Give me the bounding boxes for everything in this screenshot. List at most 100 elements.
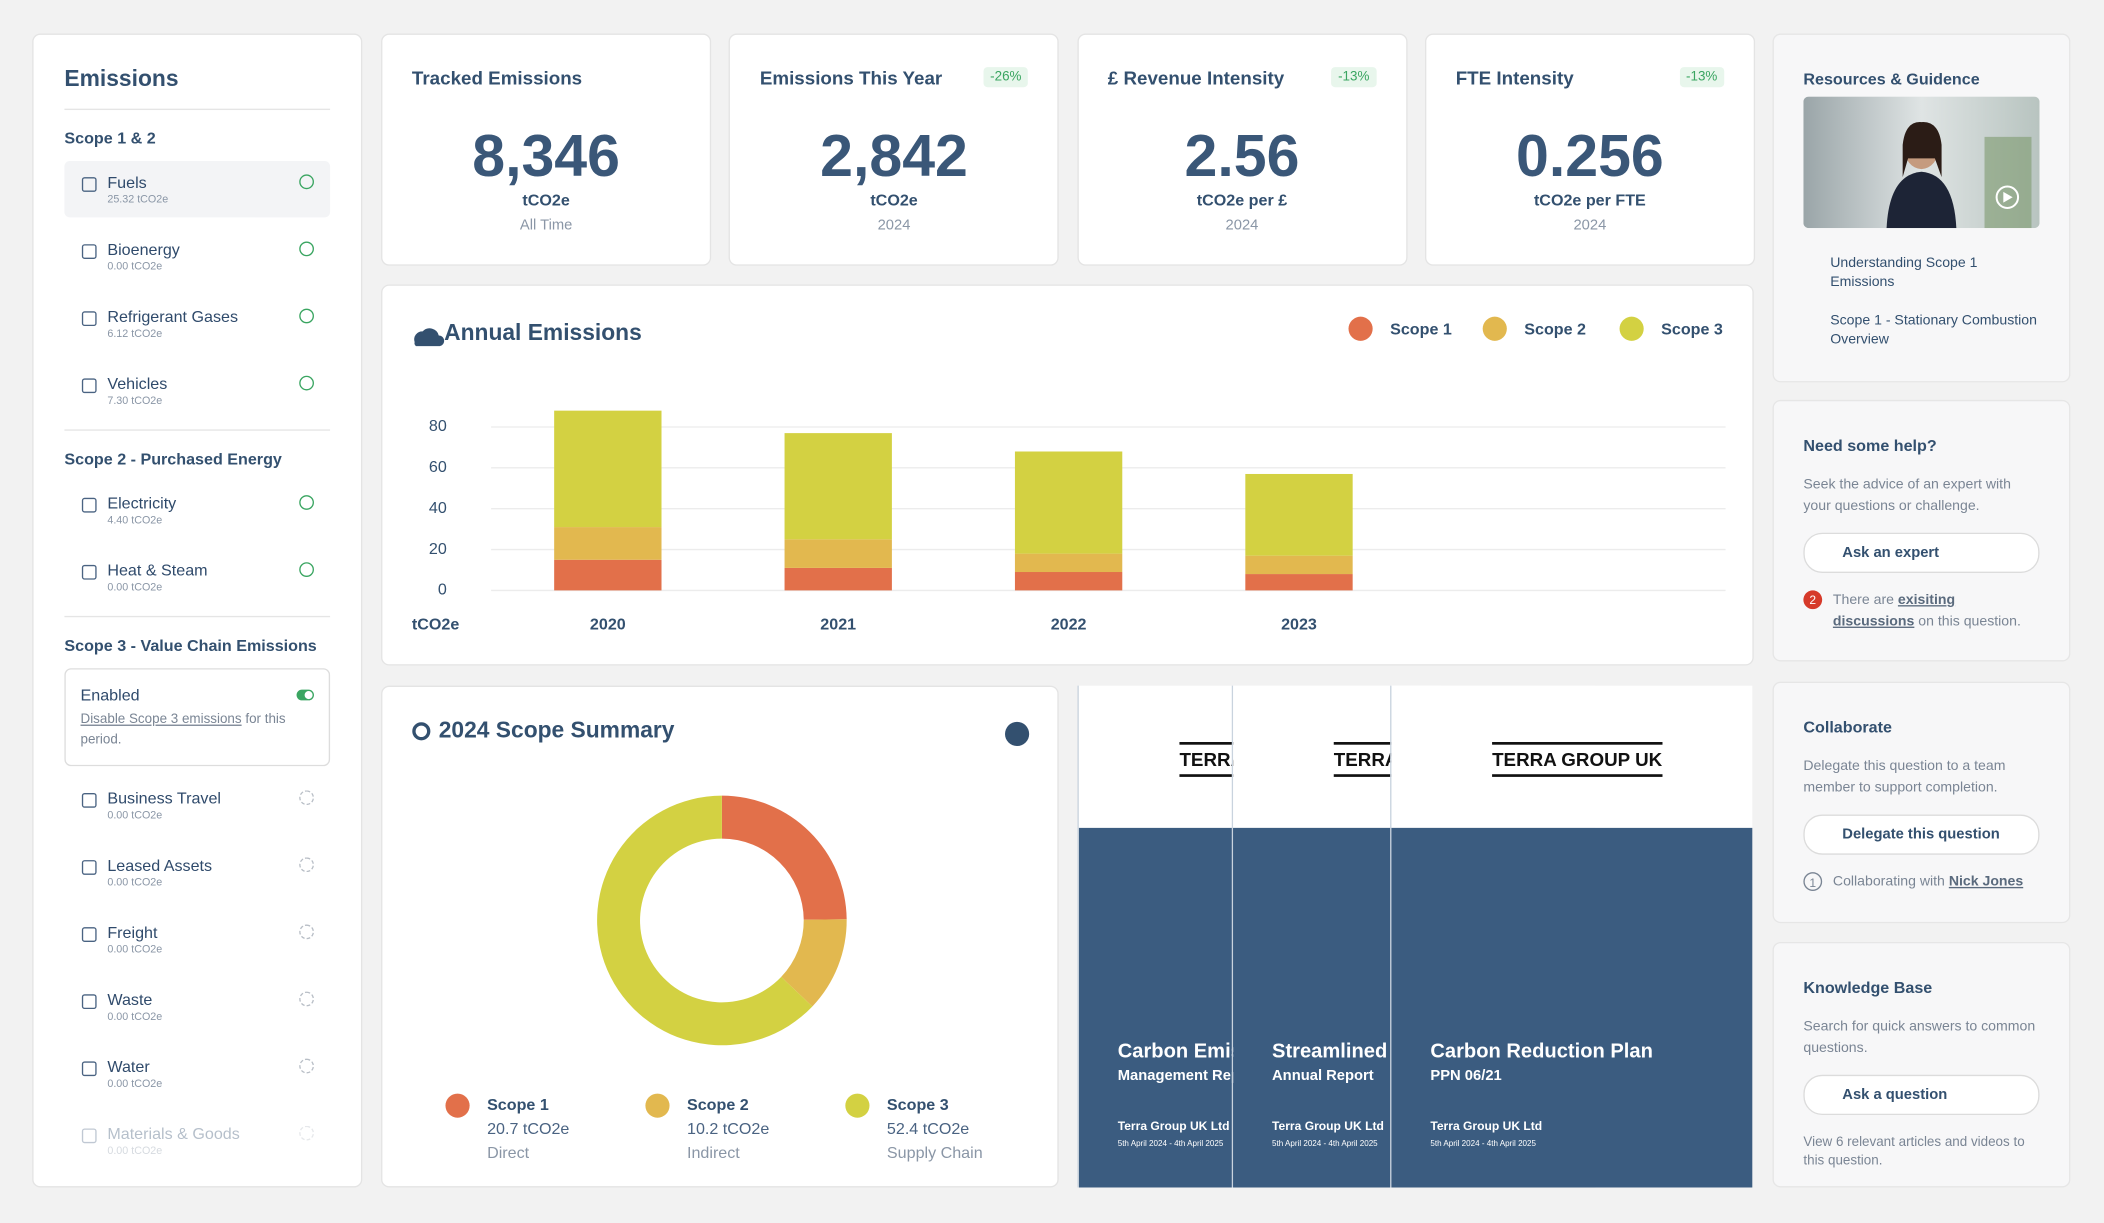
- knowledge-note: View 6 relevant articles and videos to t…: [1803, 1135, 2025, 1169]
- collaborate-panel: Collaborate Delegate this question to a …: [1772, 681, 2071, 924]
- item-name: Refrigerant Gases: [107, 307, 239, 327]
- legend-value: 52.4 tCO2e: [887, 1120, 969, 1138]
- nav-item[interactable]: Waste 0.00 tCO2e: [64, 978, 330, 1034]
- bar-segment: [1245, 555, 1353, 575]
- nav-item[interactable]: Business Travel 0.00 tCO2e: [64, 777, 330, 833]
- bar-segment: [554, 527, 662, 560]
- nav-item[interactable]: Leased Assets 0.00 tCO2e: [64, 844, 330, 900]
- item-icon: [81, 860, 97, 875]
- item-value: 25.32 tCO2e: [107, 193, 169, 206]
- chart-title: 2024 Scope Summary: [439, 716, 675, 742]
- cover-subtitle: Annual Report: [1272, 1068, 1374, 1085]
- nav-item[interactable]: Bioenergy 0.00 tCO2e: [64, 228, 330, 284]
- toggle-switch[interactable]: [296, 689, 314, 701]
- discussions-link[interactable]: exisiting discussions: [1832, 591, 1956, 630]
- item-name: Materials & Goods: [107, 1124, 240, 1144]
- nav-item[interactable]: Freight 0.00 tCO2e: [64, 911, 330, 967]
- item-name: Waste: [107, 990, 153, 1010]
- status-icon: [299, 375, 314, 391]
- item-name: Business Travel: [107, 788, 221, 808]
- bar-segment: [1245, 574, 1353, 591]
- collaborator-link[interactable]: Nick Jones: [1948, 873, 2024, 890]
- nav-item[interactable]: Electricity 4.40 tCO2e: [64, 482, 330, 538]
- donut-chart: 2024 Scope Summary Scope 1 20.7 tCO2e Direc…: [412, 716, 1030, 1162]
- nav-item[interactable]: Water 0.00 tCO2e: [64, 1045, 330, 1101]
- sidebar-title: Emissions: [64, 35, 331, 111]
- cover-dates: 5th April 2024 - 4th April 2025: [1272, 1140, 1378, 1149]
- x-tick-label: 2021: [820, 616, 856, 634]
- cover-brand: TERRA GROUP UK: [1492, 742, 1663, 777]
- note-text: There are: [1832, 591, 1898, 608]
- ask-question-button[interactable]: Ask a question: [1803, 1074, 2040, 1116]
- legend-label: Scope 3: [1661, 320, 1723, 338]
- bar-segment: [784, 433, 892, 540]
- item-value: 0.00 tCO2e: [107, 876, 163, 889]
- chart-title: Annual Emissions: [444, 319, 642, 345]
- video-thumbnail[interactable]: [1803, 96, 2040, 229]
- bar-segment: [784, 567, 892, 591]
- nav-item[interactable]: Fuels 25.32 tCO2e: [64, 161, 331, 218]
- status-icon: [299, 857, 314, 873]
- cover-header: TERRA GROUP UK: [1391, 685, 1753, 828]
- legend-swatch: [445, 1093, 470, 1118]
- item-name: Bioenergy: [107, 240, 180, 259]
- legend-description: Supply Chain: [887, 1144, 983, 1162]
- kpi-period: All Time: [519, 217, 573, 234]
- legend-value: 10.2 tCO2e: [687, 1120, 769, 1138]
- toggle-knob: [304, 691, 313, 700]
- item-value: 0.00 tCO2e: [107, 943, 163, 956]
- help-note: 2 There are exisiting discussions on this…: [1803, 589, 2039, 632]
- legend-label: Scope 1: [1390, 320, 1452, 338]
- nav-item[interactable]: Materials & Goods 0.00 tCO2e: [64, 1112, 330, 1168]
- toggle-label: Enabled: [80, 685, 140, 705]
- item-name: Freight: [107, 923, 158, 942]
- disable-link[interactable]: Disable Scope 3 emissions: [80, 712, 242, 728]
- kpi-unit: tCO2e: [870, 190, 918, 210]
- kpi-title: Emissions This Year: [759, 67, 943, 89]
- collaborate-note: 1 Collaborating with Nick Jones: [1803, 871, 2039, 892]
- item-name: Vehicles: [107, 374, 168, 394]
- legend-swatch: [1482, 316, 1507, 341]
- resource-link[interactable]: Scope 1 - Stationary Combustion Overview: [1830, 312, 2037, 348]
- item-value: 0.00 tCO2e: [107, 580, 163, 594]
- item-icon: [81, 994, 97, 1010]
- legend-label: Scope 3: [887, 1096, 949, 1114]
- kpi-title: FTE Intensity: [1455, 67, 1574, 89]
- cover-company: Terra Group UK Ltd: [1117, 1119, 1230, 1133]
- y-tick-label: 20: [429, 540, 447, 558]
- item-icon: [81, 497, 97, 513]
- nav-item[interactable]: Vehicles 7.30 tCO2e: [64, 362, 330, 418]
- delegate-button[interactable]: Delegate this question: [1803, 814, 2040, 855]
- note-text: on this question.: [1914, 613, 2021, 630]
- kpi-card: FTE Intensity -13% 0.256 tCO2e per FTE 2024: [1424, 33, 1755, 266]
- nav-item[interactable]: Heat & Steam 0.00 tCO2e: [64, 549, 330, 605]
- kpi-period: 2024: [1225, 217, 1259, 234]
- kpi-period: 2024: [877, 217, 911, 234]
- kpi-card: £ Revenue Intensity -13% 2.56 tCO2e per £ 20…: [1076, 33, 1408, 266]
- item-value: 6.12 tCO2e: [107, 327, 163, 340]
- item-icon: [81, 244, 97, 259]
- legend-value: 20.7 tCO2e: [487, 1120, 569, 1138]
- donut-segment: [721, 795, 847, 920]
- item-icon: [81, 793, 97, 808]
- nav-group: Scope 1 & 2 Fuels 25.32 tCO2e Bioenergy 0.00…: [64, 127, 331, 431]
- kpi-value: 2,842: [820, 123, 968, 190]
- legend-swatch: [645, 1093, 670, 1118]
- help-text: Seek the advice of an expert with your q…: [1803, 476, 2011, 514]
- status-icon: [299, 495, 314, 510]
- ask-expert-button[interactable]: Ask an expert: [1803, 532, 2040, 573]
- status-icon: [299, 991, 314, 1007]
- report-cover[interactable]: TERRA GROUP UK Carbon Reduction Plan PPN 0…: [1390, 685, 1753, 1188]
- nav-item[interactable]: Refrigerant Gases 6.12 tCO2e: [64, 295, 330, 351]
- resource-link[interactable]: Understanding Scope 1 Emissions: [1830, 254, 1978, 290]
- kpi-badge: -26%: [983, 67, 1029, 88]
- status-icon: [299, 1058, 314, 1074]
- item-value: 0.00 tCO2e: [107, 809, 163, 822]
- item-value: 0.00 tCO2e: [107, 260, 163, 273]
- nav-group: Scope 2 - Purchased Energy Electricity 4.4…: [64, 448, 331, 618]
- status-icon: [299, 174, 314, 190]
- kpi-badge: -13%: [1679, 67, 1725, 88]
- status-icon: [299, 790, 314, 806]
- kpi-value: 8,346: [472, 123, 620, 190]
- bar-segment: [1245, 473, 1353, 556]
